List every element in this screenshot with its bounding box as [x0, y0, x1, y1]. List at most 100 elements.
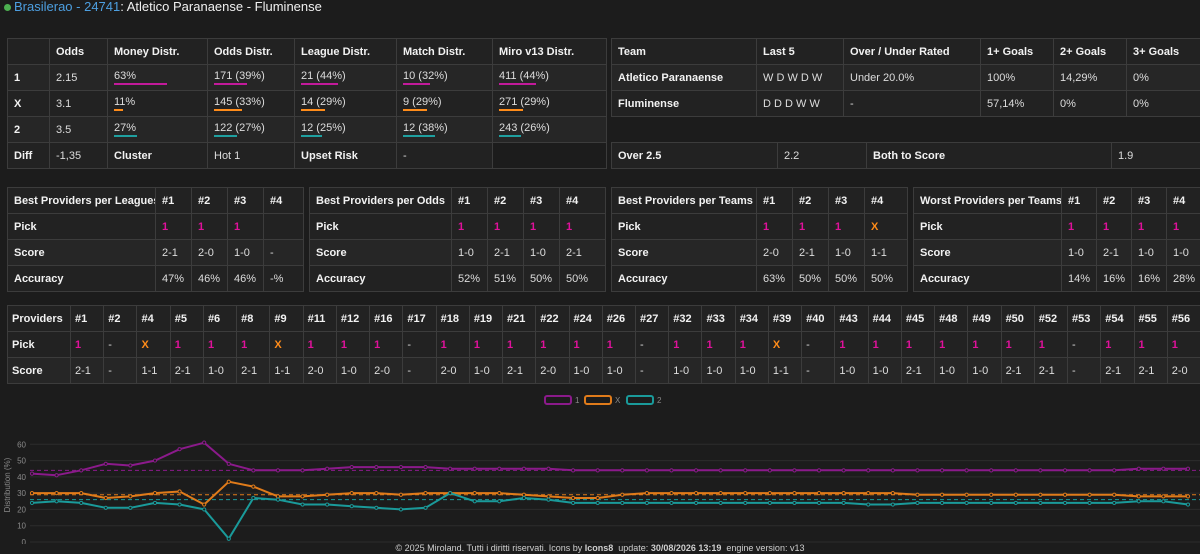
accuracy-row: Accuracy 47% 46% 46% -%	[7, 265, 304, 292]
score-cell: 1-0	[523, 239, 560, 266]
provider-score-cell: 2-0	[535, 357, 570, 384]
match-title: Brasilerao - 24741: Atletico Paranaense …	[4, 0, 322, 14]
provider-col-header: #53	[1067, 305, 1102, 332]
data-point	[54, 473, 59, 478]
accuracy-cell: 14%	[1061, 265, 1097, 292]
row-label: 1	[7, 64, 50, 91]
money-distr-bar: 11%	[114, 96, 135, 111]
data-point	[989, 468, 994, 473]
odds-distr-bar: 171 (39%)	[214, 70, 265, 85]
pick-value: 1	[162, 220, 169, 233]
data-point	[251, 495, 256, 501]
provider-pick-cell: 1	[169, 331, 204, 358]
pick-cell: 1	[756, 213, 793, 240]
y-tick-label: 20	[17, 505, 26, 514]
provider-col-header: #3	[1131, 187, 1167, 214]
accuracy-label: Accuracy	[913, 265, 1062, 292]
data-point	[1161, 494, 1166, 499]
data-point	[374, 505, 379, 510]
over-table: Over 2.5 2.2 Both to Score 1.9	[611, 142, 1200, 169]
pick-cell: 1	[487, 213, 524, 240]
pick-cell: 1	[227, 213, 264, 240]
provider-score-cell: -	[402, 357, 437, 384]
data-point	[1161, 466, 1166, 471]
data-point	[103, 495, 108, 501]
bts-label: Both to Score	[866, 142, 1112, 169]
data-point	[349, 464, 354, 470]
bts-value: 1.9	[1111, 142, 1200, 169]
icons8-link[interactable]: Icons8	[584, 543, 614, 553]
provider-col-header: #2	[191, 187, 228, 214]
provider-score-cell: 2-0	[302, 357, 337, 384]
data-point	[1087, 500, 1092, 506]
provider-pick-cell: 1	[967, 331, 1002, 358]
data-point	[300, 494, 305, 499]
provider-score-cell: 1-0	[468, 357, 504, 384]
data-point	[841, 468, 846, 473]
legend-label: 2	[657, 396, 662, 405]
series-line-1	[31, 441, 1188, 477]
data-point	[1013, 500, 1018, 506]
distribution-chart: 0 10 20 30 40 50 60 Distribution (%) 1 X 2	[3, 395, 1200, 544]
provider-col-header: #4	[559, 187, 606, 214]
series-line-2	[31, 492, 1189, 540]
miro-distr-bar: 271 (29%)	[499, 96, 550, 111]
league-link[interactable]: Brasilerao - 24741	[14, 0, 121, 14]
data-point	[915, 500, 920, 506]
accuracy-cell: 28%	[1166, 265, 1200, 292]
pick-value: 1	[234, 220, 241, 233]
data-point	[571, 500, 576, 506]
status-dot-icon	[4, 4, 11, 12]
team-rated: -	[843, 90, 981, 117]
pick-value: 1	[198, 220, 205, 233]
data-point	[349, 491, 354, 496]
score-cell: 1-0	[1166, 239, 1200, 266]
data-point	[644, 500, 649, 506]
provider-table-title: Worst Providers per Teams	[913, 187, 1062, 214]
pick-cell: 1	[792, 213, 829, 240]
provider-col-header: #39	[767, 305, 803, 332]
data-point	[989, 492, 994, 497]
legend-swatch[interactable]	[544, 395, 572, 405]
legend-swatch[interactable]	[626, 395, 654, 405]
provider-col-header: #56	[1166, 305, 1200, 332]
provider-score-cell: 2-1	[1100, 357, 1135, 384]
provider-col-header: #4	[864, 187, 908, 214]
data-point	[816, 468, 822, 473]
y-tick-label: 10	[17, 522, 26, 531]
pick-cell	[263, 213, 304, 240]
y-tick-label: 60	[17, 440, 26, 449]
pick-value: 1	[307, 338, 314, 351]
data-point	[177, 489, 182, 494]
provider-pick-cell: 1	[900, 331, 936, 358]
score-cell: 2-1	[792, 239, 829, 266]
data-point	[1038, 468, 1043, 473]
legend-label: X	[615, 396, 621, 405]
team-last5: D D D W W	[756, 90, 844, 117]
odds-header-blank	[7, 38, 50, 65]
odds-row-x: X 3.1 11% 145 (33%) 14 (29%) 9 (29%) 271…	[7, 90, 607, 117]
match-distr-bar: 12 (38%)	[403, 122, 448, 137]
update-value: 30/08/2026 13:19	[650, 543, 722, 553]
provider-pick-cell: 1	[734, 331, 769, 358]
score-cell: 1-1	[864, 239, 908, 266]
accuracy-cell: 50%	[828, 265, 865, 292]
pick-value: 1	[174, 338, 181, 351]
data-point	[866, 502, 871, 507]
pick-cell: 1	[1061, 213, 1097, 240]
goals2-header: 2+ Goals	[1053, 38, 1127, 65]
data-point	[275, 497, 281, 502]
provider-col-header: #4	[1166, 187, 1200, 214]
data-point	[669, 491, 674, 496]
team-rated: Under 20.0%	[843, 64, 981, 91]
data-point	[595, 500, 600, 506]
pick-value: 1	[1105, 338, 1112, 351]
provider-col-header: #12	[335, 305, 371, 332]
data-point	[54, 499, 59, 504]
accuracy-cell: 46%	[191, 265, 228, 292]
footer-copyright: © 2025 Miroland. Tutti i diritti riserva…	[395, 543, 583, 553]
provider-col-header: #18	[435, 305, 470, 332]
score-row: Score 2-1 2-0 1-0-	[7, 239, 304, 266]
legend-swatch[interactable]	[584, 395, 612, 405]
data-point	[472, 491, 477, 496]
